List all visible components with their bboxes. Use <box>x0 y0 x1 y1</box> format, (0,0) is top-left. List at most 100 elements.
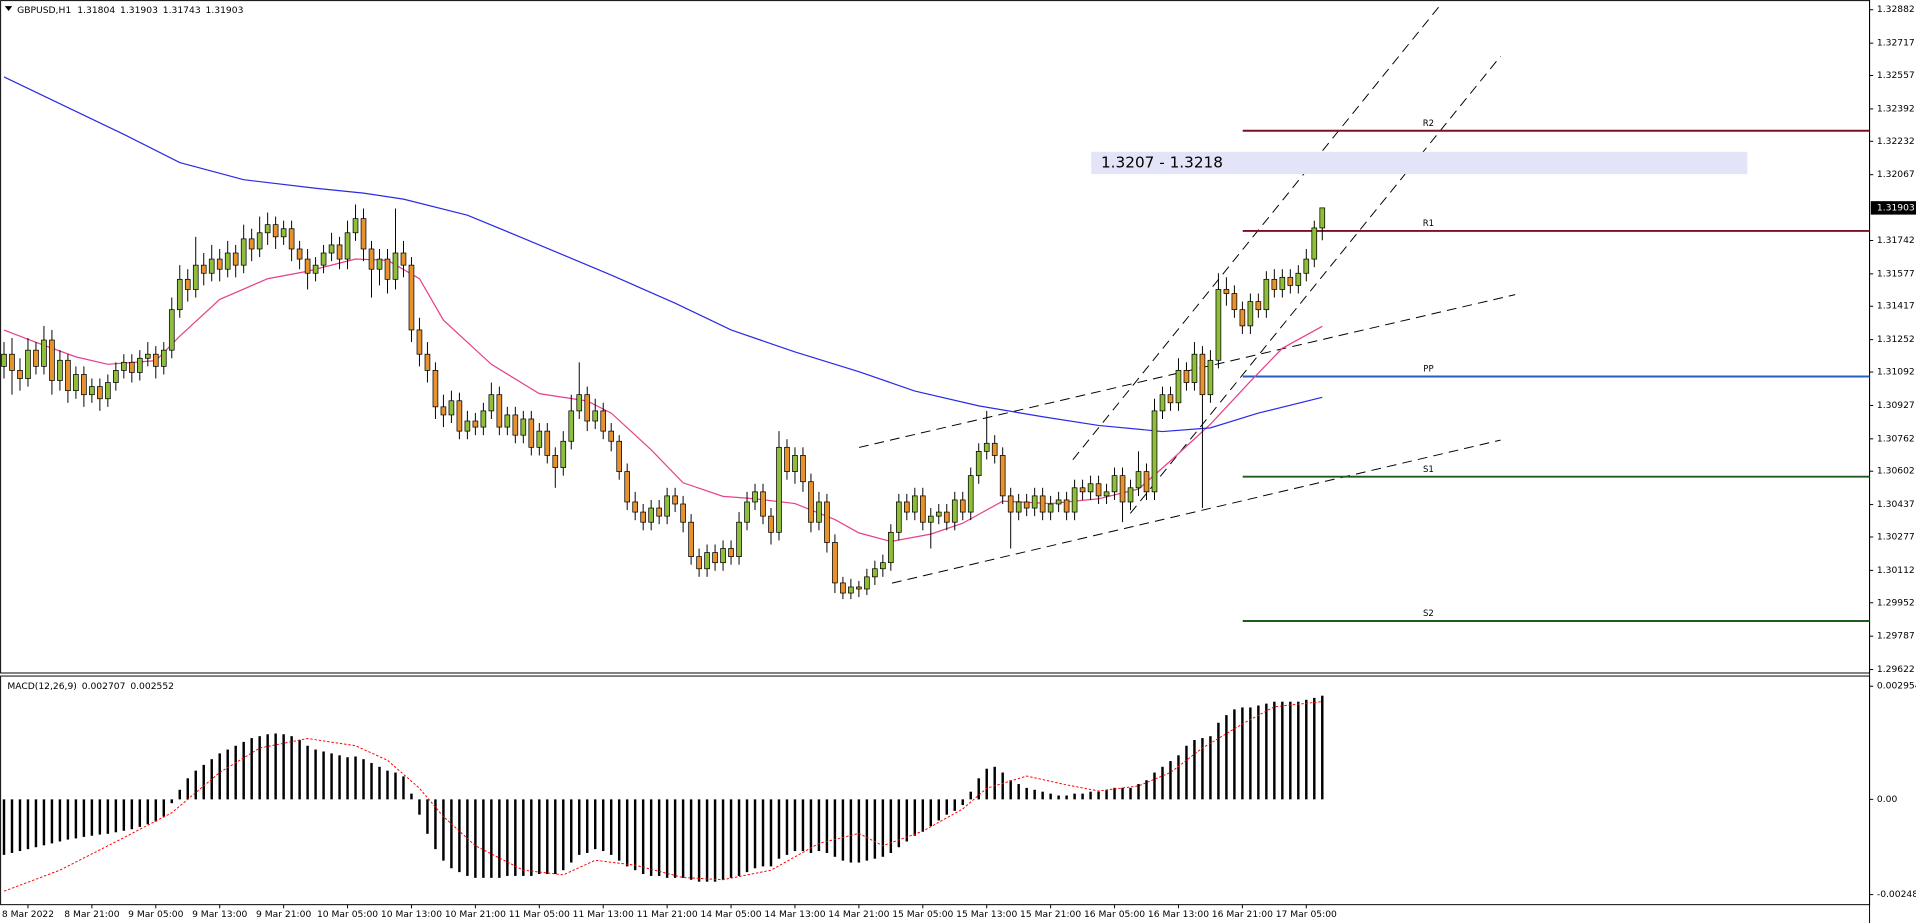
candle-body <box>1199 353 1206 396</box>
candle-body <box>792 455 798 472</box>
macd-bar <box>1273 701 1276 800</box>
macd-bar <box>601 799 605 852</box>
candle-body <box>768 515 774 533</box>
macd-bar <box>1081 793 1084 800</box>
candle-body <box>368 248 375 270</box>
macd-bar <box>825 799 829 853</box>
candle-body <box>304 258 311 274</box>
candle-body <box>1215 289 1222 361</box>
candle-body <box>528 418 535 448</box>
macd-bar <box>905 799 909 842</box>
candle-body <box>400 252 407 266</box>
macd-bar <box>482 799 485 878</box>
macd-bar <box>761 799 765 867</box>
y-tick-label: 1.30277 <box>1877 531 1915 542</box>
macd-bar <box>1041 791 1044 800</box>
candle-body <box>1 353 7 367</box>
macd-bar <box>617 799 621 861</box>
y-tick-label: 1.31417 <box>1877 301 1915 312</box>
chart-header: GBPUSD,H1 1.31804 1.31903 1.31743 1.31903 <box>17 4 243 15</box>
candle-body <box>1207 359 1214 396</box>
macd-bar <box>745 799 749 873</box>
macd-bar <box>522 799 525 876</box>
candle-body <box>943 511 950 523</box>
y-tick-label: 1.32067 <box>1877 169 1915 180</box>
candle-body <box>1023 501 1030 509</box>
macd-bar <box>609 799 613 855</box>
candle-body <box>1111 475 1118 493</box>
candle-body <box>57 359 63 381</box>
candle-body <box>568 410 575 442</box>
macd-bar <box>218 753 221 800</box>
y-tick-label: 1.30437 <box>1877 499 1915 510</box>
candle-body <box>632 501 638 513</box>
signal-value: 0.002552 <box>130 680 174 691</box>
candle-body <box>640 511 646 523</box>
macd-bar <box>625 799 629 867</box>
candle-body <box>592 410 599 422</box>
y-tick-label: 1.31742 <box>1877 235 1915 246</box>
candle-body <box>1175 370 1182 404</box>
macd-bar <box>1209 736 1212 800</box>
macd-bar <box>554 799 557 875</box>
candle-body <box>472 420 479 428</box>
macd-bar <box>490 799 493 878</box>
macd-bar <box>82 799 86 837</box>
candle-body <box>1055 499 1062 505</box>
candle-body <box>1303 258 1310 274</box>
candle-body <box>1063 499 1070 513</box>
candle-body <box>81 374 87 396</box>
candle-body <box>1127 487 1134 503</box>
trend-line <box>1072 5 1440 460</box>
macd-bar <box>1249 707 1252 800</box>
candle-body <box>736 521 742 557</box>
candle-body <box>1047 503 1054 513</box>
candle-body <box>384 258 391 280</box>
zone-label: 1.3207 - 1.3218 <box>1101 153 1223 171</box>
candle-body <box>624 471 630 503</box>
macd-bar <box>1137 784 1140 800</box>
candle-body <box>408 264 415 331</box>
macd-bar <box>1193 740 1196 800</box>
macd-title: MACD(12,26,9) <box>7 680 77 691</box>
x-tick-label: 16 Mar 21:00 <box>1212 909 1273 920</box>
macd-bar <box>314 749 317 800</box>
y-tick-label: 1.32232 <box>1877 136 1915 147</box>
x-tick-label: 15 Mar 21:00 <box>1020 909 1081 920</box>
macd-header: MACD(12,26,9) 0.002707 0.002552 <box>7 680 174 691</box>
candle-body <box>1167 394 1174 404</box>
pivot-label: PP <box>1423 365 1433 375</box>
candle-body <box>1007 495 1014 513</box>
x-tick-label: 11 Mar 21:00 <box>637 909 698 920</box>
candle-body <box>208 258 215 274</box>
candle-body <box>904 501 910 513</box>
macd-bar <box>50 799 54 844</box>
y-tick-label: 1.29622 <box>1877 664 1915 675</box>
candle-body <box>1239 309 1246 327</box>
macd-bar <box>130 799 134 830</box>
candle-body <box>41 339 47 367</box>
macd-bar <box>1185 745 1188 800</box>
menu-triangle[interactable] <box>4 6 13 12</box>
candle-body <box>392 252 399 280</box>
macd-bar <box>426 799 429 834</box>
macd-bar <box>1097 791 1100 800</box>
candle-body <box>121 361 127 371</box>
candle-body <box>896 501 902 533</box>
candle-body <box>1311 227 1318 260</box>
x-tick-label: 11 Mar 13:00 <box>573 909 634 920</box>
candle-body <box>959 499 966 513</box>
macd-bar <box>514 799 517 876</box>
moving-average <box>3 76 1323 433</box>
candle-body <box>1159 394 1166 412</box>
macd-bar <box>985 768 988 800</box>
x-tick-label: 15 Mar 05:00 <box>892 909 953 920</box>
candle-body <box>89 386 95 396</box>
macd-bar <box>1217 722 1220 800</box>
macd-bar <box>506 799 509 876</box>
macd-bar <box>801 799 805 852</box>
candle-body <box>512 414 519 436</box>
macd-bar <box>1129 787 1132 800</box>
candle-body <box>935 511 942 517</box>
y-tick-label: 0.00 <box>1877 794 1898 805</box>
